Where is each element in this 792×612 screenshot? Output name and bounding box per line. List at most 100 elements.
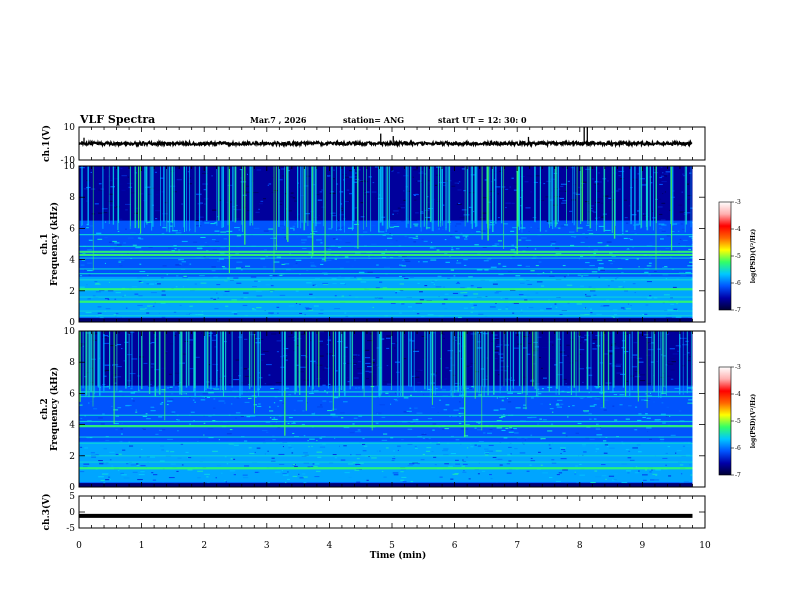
spectrogram-noise — [463, 295, 468, 297]
spectrogram-noise — [83, 188, 89, 190]
spectrogram-noise — [535, 265, 539, 267]
spectrogram-noise — [473, 311, 479, 313]
spectrogram-noise — [166, 450, 169, 452]
spectrogram-noise — [394, 379, 399, 381]
spectrogram-noise — [496, 185, 500, 187]
spectrogram-noise — [288, 336, 294, 338]
spectrogram-noise — [213, 276, 219, 278]
spectrogram-noise — [193, 284, 199, 286]
spectrogram-noise — [551, 190, 553, 192]
spectrogram-noise — [252, 286, 257, 288]
spectrogram-noise — [682, 175, 686, 177]
spectrogram-noise — [329, 192, 336, 194]
spectrogram-noise — [489, 221, 495, 223]
spectrogram-noise — [284, 237, 287, 239]
spectrogram-noise — [637, 210, 640, 212]
spectrogram-noise — [641, 372, 647, 374]
spectrogram-noise — [170, 463, 176, 465]
spectrogram-noise — [484, 179, 488, 181]
spectrogram-noise — [327, 249, 332, 251]
spectrogram-y-axis-label: ch.1Frequency (kHz) — [40, 202, 60, 286]
spectrogram-noise — [332, 416, 338, 418]
spectrogram-noise — [462, 459, 464, 461]
spectrogram-noise — [575, 432, 579, 434]
spectrogram-noise — [594, 182, 598, 184]
spectrogram-noise — [360, 281, 367, 283]
spectrogram-noise — [332, 283, 337, 285]
spectrogram-noise — [350, 454, 352, 456]
spectrogram-noise — [121, 348, 123, 350]
spectrogram-noise — [176, 419, 178, 421]
spectrogram-noise — [616, 190, 620, 192]
spectrogram-noise — [176, 382, 180, 384]
spectrogram-noise — [159, 460, 165, 462]
spectrogram-noise — [450, 171, 454, 173]
spectrogram-noise — [596, 313, 602, 315]
spectrogram-noise — [399, 283, 404, 285]
spectrogram-noise — [492, 219, 497, 221]
spectrogram-noise — [215, 477, 217, 479]
spectrogram-noise — [196, 331, 198, 333]
spectrogram-noise — [278, 171, 284, 173]
spectrogram-noise — [402, 259, 404, 261]
spectrogram-noise — [661, 175, 664, 177]
spectrogram-noise — [389, 242, 394, 244]
spectrogram-noise — [181, 261, 186, 263]
spectrogram-noise — [310, 466, 315, 468]
spectrogram-noise — [109, 180, 113, 182]
spectrogram-noise — [424, 285, 428, 287]
spectrogram-noise — [636, 223, 641, 225]
spectrogram-noise — [624, 352, 626, 354]
spectrogram-noise — [155, 389, 158, 391]
spectrogram-noise — [146, 221, 150, 223]
spectrogram-noise — [565, 383, 567, 385]
spectrogram-noise — [127, 237, 134, 239]
spectrogram-noise — [143, 362, 148, 364]
spectrogram-noise — [233, 218, 240, 220]
spectrogram-noise — [209, 394, 215, 396]
spectrogram-noise — [103, 342, 110, 344]
spectrogram-noise — [643, 479, 647, 481]
spectrogram-noise — [283, 247, 285, 249]
spectrogram-noise — [539, 357, 541, 359]
spectrogram-noise — [462, 471, 467, 473]
spectrogram-noise — [283, 348, 289, 350]
y-tick-label: 10 — [64, 162, 76, 172]
spectrogram-noise — [598, 172, 600, 174]
spectrogram-noise — [511, 202, 515, 204]
spectrogram-noise — [235, 417, 237, 419]
spectrogram-noise — [417, 369, 423, 371]
spectrogram-noise — [664, 349, 667, 351]
spectrogram-noise — [217, 260, 221, 262]
spectrogram-noise — [278, 203, 283, 205]
spectrogram-noise — [120, 440, 123, 442]
spectrogram-noise — [252, 308, 255, 310]
spectrogram-noise — [688, 214, 691, 216]
spectrogram-noise — [678, 204, 683, 206]
spectrogram-noise — [670, 378, 674, 380]
spectrogram-noise — [573, 360, 578, 362]
x-tick-label: 0 — [76, 541, 82, 551]
spectrogram-noise — [174, 168, 179, 170]
spectrogram-noise — [679, 410, 682, 412]
y-tick-label: 2 — [69, 287, 75, 297]
spectrogram-noise — [131, 190, 133, 192]
spectrogram-noise — [498, 263, 501, 265]
spectrogram-noise — [603, 409, 607, 411]
spectrogram-noise — [357, 368, 363, 370]
spectrogram-noise — [692, 363, 693, 365]
spectrogram-noise — [192, 399, 195, 401]
spectrogram-noise — [391, 460, 395, 462]
spectrogram-noise — [201, 332, 203, 334]
spectrogram-noise — [165, 225, 170, 227]
spectrogram-noise — [247, 381, 250, 383]
spectrogram-noise — [423, 338, 428, 340]
colorbar-title: log(PSD)(V²/Hz) — [750, 229, 757, 284]
spectrogram-noise — [499, 464, 503, 466]
spectrogram-noise — [449, 255, 451, 257]
spectrogram-noise — [447, 277, 451, 279]
spectrogram-noise — [451, 183, 458, 185]
spectrogram-noise — [254, 451, 256, 453]
spectrogram-noise — [460, 287, 465, 289]
spectrogram-noise — [583, 451, 587, 453]
